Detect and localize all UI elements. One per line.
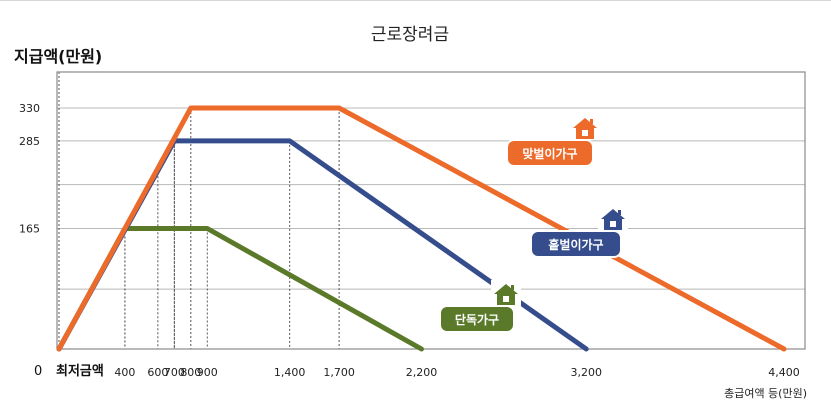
x-tick-7: 2,200 xyxy=(406,366,438,379)
x-tick-8: 3,200 xyxy=(571,366,603,379)
house-icon xyxy=(491,280,521,306)
house-window xyxy=(582,130,588,136)
badge-label-1: 홑벌이가구 xyxy=(548,237,603,252)
badge-bg-2 xyxy=(439,305,515,333)
series-badge-0: 맞벌이가구 xyxy=(506,114,600,167)
house-roof xyxy=(573,118,597,128)
house-chimney xyxy=(590,119,593,124)
series-badge-1: 홑벌이가구 xyxy=(530,205,628,258)
y-axis-label: 지급액(만원) xyxy=(14,47,102,66)
x-tick-9: 4,400 xyxy=(768,366,800,379)
y-tick-1: 285 xyxy=(19,135,40,148)
house-roof xyxy=(601,209,625,219)
origin-label: 0 xyxy=(34,364,42,379)
badge-bg-0 xyxy=(506,139,594,167)
badge-label-0: 맞벌이가구 xyxy=(522,146,577,161)
series-badge-2: 단독가구 xyxy=(439,280,521,333)
x-tick-0: 400 xyxy=(114,366,135,379)
y-tick-labels: 165 285 330 xyxy=(19,102,40,236)
origin-caption: 최저금액 xyxy=(56,364,104,379)
top-divider xyxy=(0,0,831,1)
x-tick-4: 900 xyxy=(197,366,218,379)
vertical-guides xyxy=(58,72,340,349)
x-tick-5: 1,400 xyxy=(274,366,306,379)
plot-frame xyxy=(56,71,806,350)
house-chimney xyxy=(618,210,621,215)
gridlines xyxy=(57,107,805,290)
y-tick-2: 330 xyxy=(19,102,40,115)
series-lines xyxy=(56,105,787,352)
house-icon xyxy=(598,205,628,231)
x-tick-1: 600 xyxy=(147,366,168,379)
x-tick-2: 700 xyxy=(164,366,185,379)
x-axis-label: 총급여액 등(만원) xyxy=(724,387,807,400)
x-tick-3: 800 xyxy=(180,366,201,379)
house-window xyxy=(503,296,509,302)
house-roof xyxy=(494,284,518,294)
house-chimney xyxy=(511,285,514,290)
y-tick-0: 165 xyxy=(19,223,40,236)
x-tick-6: 1,700 xyxy=(323,366,355,379)
badge-label-2: 단독가구 xyxy=(455,312,499,327)
chart-title: 근로장려금 xyxy=(371,25,449,45)
series-line-0 xyxy=(56,105,787,352)
badge-bg-1 xyxy=(530,230,622,258)
house-window xyxy=(610,221,616,227)
house-icon xyxy=(570,114,600,140)
